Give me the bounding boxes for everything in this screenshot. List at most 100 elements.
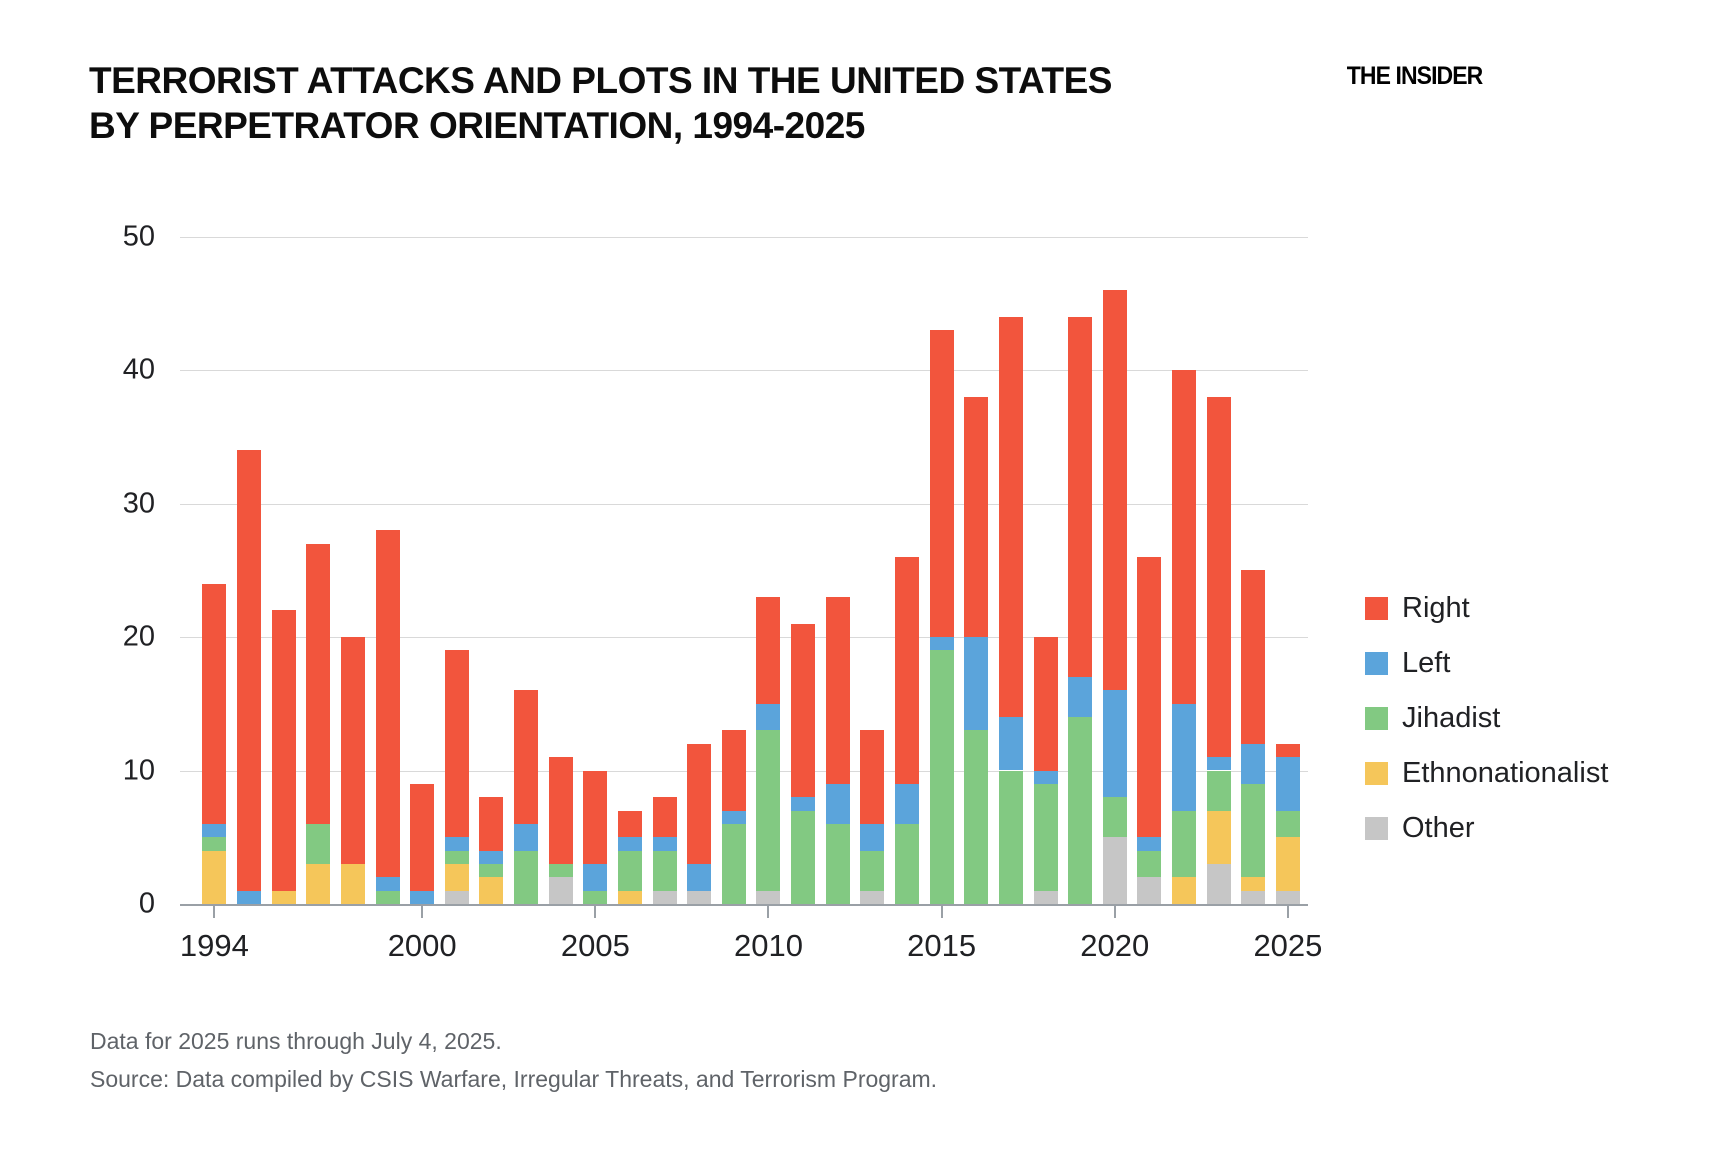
bar-segment-right-1995 <box>237 450 262 891</box>
legend-label-other: Other <box>1402 811 1475 844</box>
bar-segment-jihadist-2005 <box>583 890 608 904</box>
bar-segment-right-2023 <box>1206 396 1231 758</box>
bar-segment-right-2009 <box>721 730 746 811</box>
bar-segment-left-2005 <box>583 863 608 891</box>
bar-segment-ethnonationalist-2024 <box>1241 877 1266 891</box>
bar-segment-right-1999 <box>375 530 400 878</box>
bar-segment-jihadist-2013 <box>860 850 885 891</box>
bar-segment-left-2013 <box>860 823 885 851</box>
bar-segment-jihadist-2017 <box>998 770 1023 904</box>
bar-segment-right-2008 <box>687 743 712 864</box>
legend-label-right: Right <box>1402 591 1470 624</box>
legend-item-ethnonationalist: Ethnonationalist <box>1365 756 1609 789</box>
legend-swatch-ethnonationalist <box>1365 761 1388 785</box>
bar-segment-jihadist-2003 <box>514 850 539 904</box>
y-axis-tick-label: 50 <box>122 220 155 252</box>
legend-swatch-other <box>1365 816 1388 840</box>
bar-segment-left-2000 <box>410 890 435 904</box>
bar-segment-right-1994 <box>202 583 227 824</box>
x-axis-tick-label: 2020 <box>1080 928 1150 963</box>
bar-segment-left-2022 <box>1172 703 1197 811</box>
bar-segment-right-2007 <box>652 797 677 838</box>
bar-segment-jihadist-2022 <box>1172 810 1197 878</box>
legend-swatch-jihadist <box>1365 706 1388 730</box>
bar-segment-jihadist-2020 <box>1102 797 1127 838</box>
bar-segment-left-2016 <box>964 637 989 731</box>
x-axis-tick-2025 <box>1286 906 1289 918</box>
bar-segment-left-2007 <box>652 837 677 851</box>
bar-segment-right-2018 <box>1033 637 1058 771</box>
bar-segment-ethnonationalist-1998 <box>340 863 365 904</box>
bar-segment-other-2008 <box>687 890 712 904</box>
bar-segment-jihadist-2016 <box>964 730 989 904</box>
bar-segment-ethnonationalist-2006 <box>617 890 642 904</box>
bar-segment-right-2003 <box>514 690 539 824</box>
bar-segment-left-2009 <box>721 810 746 824</box>
bar-segment-right-2020 <box>1102 289 1127 691</box>
bar-segment-ethnonationalist-2001 <box>444 863 469 891</box>
bar-segment-jihadist-2011 <box>791 810 816 904</box>
bar-segment-left-2024 <box>1241 743 1266 784</box>
bar-segment-right-2013 <box>860 730 885 824</box>
bar-segment-jihadist-1997 <box>306 823 331 864</box>
bar-segment-left-2023 <box>1206 757 1231 771</box>
bar-segment-left-2006 <box>617 837 642 851</box>
bar-segment-other-2025 <box>1275 890 1300 904</box>
bar-segment-right-1997 <box>306 543 331 824</box>
bar-segment-right-2011 <box>791 623 816 798</box>
bar-segment-jihadist-1994 <box>202 837 227 851</box>
x-axis-tick-1994 <box>213 906 216 918</box>
bar-segment-ethnonationalist-2025 <box>1275 837 1300 891</box>
bar-segment-ethnonationalist-2002 <box>479 877 504 904</box>
bar-segment-left-2017 <box>998 717 1023 771</box>
bar-segment-jihadist-2015 <box>929 650 954 904</box>
bar-segment-right-2019 <box>1068 316 1093 678</box>
bar-segment-right-2012 <box>825 596 850 784</box>
legend-swatch-left <box>1365 651 1388 675</box>
footnote-source: Source: Data compiled by CSIS Warfare, I… <box>90 1066 938 1092</box>
x-axis-tick-label: 2000 <box>387 928 457 963</box>
gridline-y-40 <box>180 370 1308 371</box>
bar-segment-right-2000 <box>410 783 435 891</box>
bar-segment-left-2003 <box>514 823 539 851</box>
y-axis-tick-label: 30 <box>122 487 155 519</box>
bar-segment-jihadist-2001 <box>444 850 469 864</box>
bar-segment-left-1994 <box>202 823 227 838</box>
bar-segment-left-2020 <box>1102 690 1127 798</box>
legend-item-jihadist: Jihadist <box>1365 702 1608 734</box>
bar-segment-right-2001 <box>444 650 469 838</box>
y-axis-tick-label: 20 <box>122 620 155 653</box>
bar-segment-other-2020 <box>1102 837 1127 904</box>
bar-segment-other-2023 <box>1206 863 1231 904</box>
bar-segment-left-1995 <box>237 890 262 904</box>
bar-segment-right-2016 <box>964 396 989 637</box>
chart-title: TERRORIST ATTACKS AND PLOTS IN THE UNITE… <box>89 58 1289 148</box>
bar-segment-right-1998 <box>340 637 365 864</box>
legend-label-ethnonationalist: Ethnonationalist <box>1402 756 1609 789</box>
bar-segment-jihadist-2010 <box>756 730 781 891</box>
x-axis-tick-2010 <box>767 906 770 918</box>
legend-item-other: Other <box>1365 811 1608 844</box>
bar-segment-right-2002 <box>479 797 504 851</box>
gridline-y-20 <box>180 637 1308 638</box>
legend-item-left: Left <box>1365 647 1608 679</box>
bar-segment-jihadist-2014 <box>895 823 919 904</box>
bar-segment-ethnonationalist-2022 <box>1172 877 1197 904</box>
bar-segment-other-2018 <box>1033 890 1058 904</box>
x-axis-tick-2015 <box>940 906 943 918</box>
x-axis-tick-2000 <box>421 906 424 918</box>
legend-swatch-right <box>1365 596 1388 620</box>
bar-segment-jihadist-2006 <box>617 850 642 891</box>
x-axis-tick-label: 2005 <box>560 928 630 963</box>
bar-segment-other-2021 <box>1137 877 1162 904</box>
bar-segment-left-1999 <box>375 877 400 891</box>
y-axis-tick-label: 10 <box>122 754 155 786</box>
bar-segment-left-2010 <box>756 703 781 731</box>
bar-segment-left-2002 <box>479 850 504 864</box>
footnote-note: Data for 2025 runs through July 4, 2025. <box>90 1028 502 1054</box>
bar-segment-left-2014 <box>895 783 919 824</box>
bar-segment-right-2022 <box>1172 370 1197 704</box>
bar-segment-right-1996 <box>271 610 296 891</box>
bar-segment-jihadist-2019 <box>1068 717 1093 904</box>
bar-segment-jihadist-1999 <box>375 890 400 904</box>
